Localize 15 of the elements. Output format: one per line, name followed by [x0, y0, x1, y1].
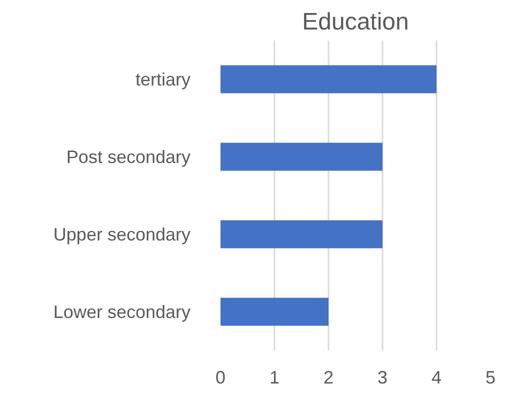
x-tick-label: 0 [215, 368, 226, 388]
bar [220, 298, 328, 326]
y-tick-label: tertiary [135, 69, 191, 90]
chart-title: Education [302, 8, 409, 36]
y-tick-label: Post secondary [66, 146, 191, 167]
x-tick-label: 3 [377, 368, 388, 388]
x-tick-label: 4 [431, 368, 442, 388]
y-tick-label: Lower secondary [53, 302, 191, 322]
x-tick-label: 5 [485, 368, 496, 388]
bar [220, 220, 382, 248]
y-tick-label: Upper secondary [53, 224, 191, 244]
x-tick-label: 2 [323, 368, 334, 388]
x-tick-label: 1 [269, 368, 280, 388]
bar [220, 65, 436, 94]
bar [220, 142, 382, 171]
